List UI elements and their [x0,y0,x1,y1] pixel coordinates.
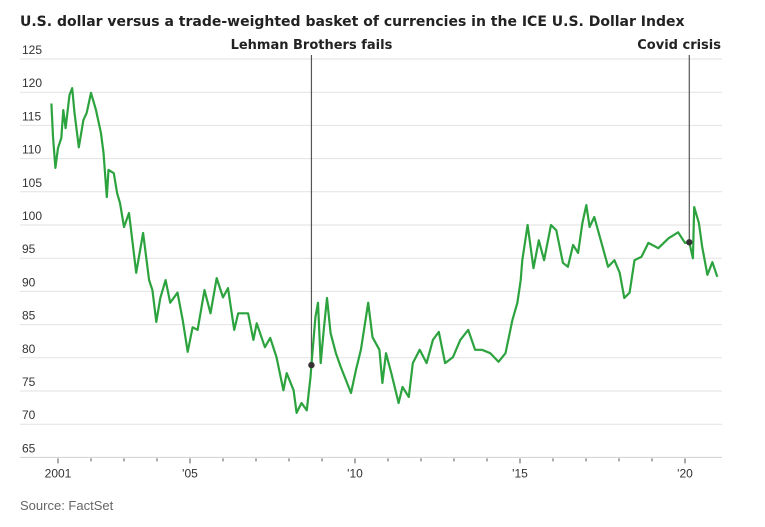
x-tick-label: '10 [347,466,363,480]
source-note: Source: FactSet [20,498,114,513]
y-tick-label: 75 [22,375,36,389]
y-tick-label: 90 [22,275,36,289]
y-tick-label: 95 [22,242,36,256]
y-tick-label: 110 [22,143,41,157]
y-tick-label: 70 [22,408,36,422]
x-tick-label: '20 [677,466,693,480]
x-tick-label: 2001 [45,466,72,480]
chart-title: U.S. dollar versus a trade-weighted bask… [20,14,685,30]
y-tick-label: 115 [22,109,41,123]
x-tick-label: '15 [512,466,528,480]
y-gridlines: 125 120 115 110 105 100 95 90 85 80 75 70 65 [20,43,722,458]
annotation-point [686,239,693,246]
annotation-label: Lehman Brothers fails [231,38,393,53]
y-tick-label: 80 [22,342,36,356]
annotation-label: Covid crisis [637,38,721,53]
annotation-point [308,361,315,369]
annotations: Lehman Brothers fails Covid crisis [231,38,721,366]
annotation-markers [308,239,693,369]
y-tick-label: 105 [22,176,42,190]
series-line [50,87,719,414]
x-axis: 2001 '05 '10 '15 '20 [45,458,693,480]
y-tick-label: 85 [22,309,36,323]
y-tick-label: 120 [22,76,42,90]
y-tick-label: 100 [22,209,42,223]
y-tick-label: 125 [22,43,42,57]
y-tick-label: 65 [22,441,36,455]
x-tick-label: '05 [182,466,198,480]
